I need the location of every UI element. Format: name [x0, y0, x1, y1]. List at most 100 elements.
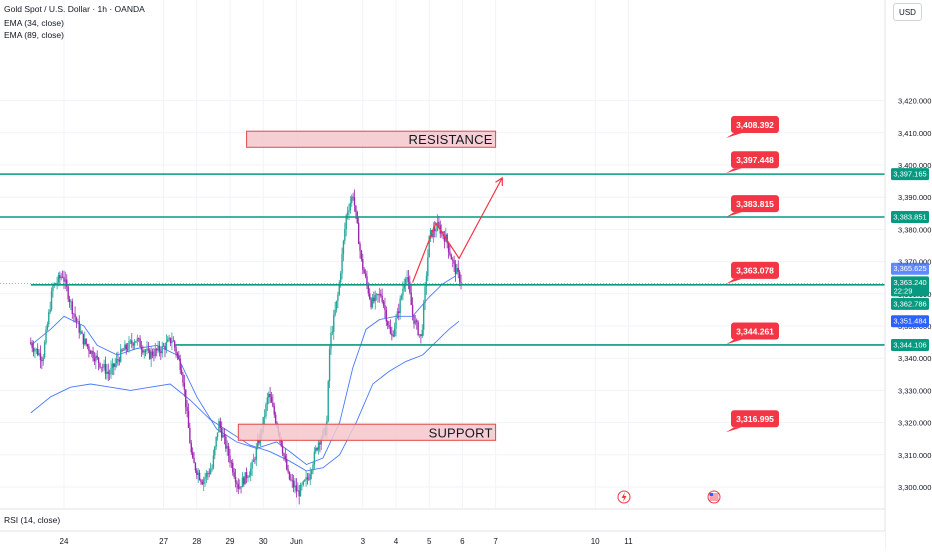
- candle-body: [46, 324, 49, 330]
- callout-text: 3,383.815: [736, 199, 774, 209]
- candle: [305, 470, 307, 487]
- time-tick-label: 27: [159, 537, 168, 546]
- candle-body: [250, 468, 252, 476]
- candle: [319, 440, 321, 453]
- candle-body: [443, 235, 446, 242]
- candle-body: [306, 477, 309, 479]
- candle-body: [232, 462, 234, 473]
- candle-body: [194, 463, 197, 471]
- candle-body: [225, 436, 227, 449]
- candle: [173, 339, 176, 352]
- candle-body: [99, 363, 101, 368]
- candle: [374, 290, 376, 310]
- candle: [313, 446, 316, 469]
- candle-body: [59, 275, 61, 279]
- candle: [140, 340, 143, 357]
- candle-body: [384, 305, 386, 310]
- candle: [155, 347, 158, 357]
- candle: [353, 189, 356, 212]
- candle-body: [281, 445, 284, 454]
- candle: [265, 402, 267, 420]
- candle: [363, 267, 365, 274]
- candle-body: [425, 276, 428, 287]
- ema-34-legend[interactable]: EMA (34, close): [4, 18, 64, 28]
- time-tick-label: 28: [192, 537, 201, 546]
- candle: [111, 358, 114, 375]
- candle: [45, 325, 47, 345]
- candle-body: [81, 331, 83, 334]
- candle: [46, 321, 49, 331]
- candle-body: [398, 311, 400, 314]
- candle: [59, 271, 61, 286]
- candle-body: [393, 328, 396, 337]
- candle-body: [84, 338, 86, 345]
- candle-body: [61, 276, 64, 278]
- candle-body: [407, 277, 410, 282]
- symbol-title[interactable]: Gold Spot / U.S. Dollar · 1h · OANDA: [4, 4, 145, 14]
- callout-pointer: [726, 212, 742, 218]
- candle: [417, 320, 419, 337]
- candle: [106, 364, 108, 380]
- candle-body: [272, 402, 274, 407]
- rsi-legend[interactable]: RSI (14, close): [4, 515, 61, 525]
- callout-box: [731, 151, 779, 169]
- callout-pointer: [726, 427, 742, 433]
- candle: [56, 276, 58, 290]
- candle-body: [341, 254, 343, 274]
- candle-body: [122, 350, 125, 352]
- candle-body: [161, 346, 163, 354]
- candle: [274, 411, 277, 425]
- candle: [92, 346, 94, 362]
- candle-body: [298, 490, 300, 497]
- candle-body: [452, 259, 454, 261]
- candle: [211, 464, 213, 472]
- candle-body: [117, 359, 119, 360]
- candle: [406, 270, 408, 284]
- candle: [388, 320, 390, 329]
- candle-body: [458, 271, 461, 282]
- candle: [176, 351, 179, 361]
- currency-button[interactable]: USD: [893, 3, 922, 21]
- candle: [252, 453, 255, 463]
- candle-body: [140, 347, 143, 350]
- candle-body: [236, 482, 238, 485]
- candle: [185, 389, 187, 415]
- candle: [86, 343, 89, 350]
- ema-89-legend[interactable]: EMA (89, close): [4, 30, 64, 40]
- candle-body: [147, 348, 150, 350]
- candle: [248, 471, 251, 478]
- candle: [396, 307, 399, 319]
- candle: [392, 330, 394, 338]
- candle: [72, 312, 75, 323]
- candle: [371, 293, 374, 309]
- candle: [255, 442, 257, 467]
- candle: [43, 340, 46, 359]
- candle: [150, 346, 152, 367]
- candle-body: [456, 267, 458, 275]
- candle: [90, 350, 93, 358]
- candle: [310, 468, 313, 480]
- candle-body: [115, 359, 118, 364]
- candle-body: [375, 294, 378, 295]
- candle-body: [128, 341, 130, 350]
- candle: [151, 348, 154, 359]
- candle: [205, 470, 208, 484]
- candle-body: [238, 486, 241, 489]
- candle: [182, 371, 184, 387]
- price-axis: 3,300.000 3,310.000 3,320.000 3,330.000 3,34…: [884, 0, 932, 550]
- candle: [454, 259, 457, 282]
- candle: [301, 482, 303, 491]
- zone-label: RESISTANCE: [408, 132, 492, 147]
- candle: [269, 386, 271, 404]
- candle-body: [212, 455, 215, 468]
- candle-body: [450, 255, 453, 260]
- candle-body: [424, 286, 426, 304]
- price-label-box: [891, 315, 929, 328]
- candle-body: [402, 288, 404, 296]
- candle-body: [247, 477, 249, 479]
- candle: [369, 288, 371, 301]
- candle: [327, 379, 329, 423]
- candle-body: [124, 344, 126, 351]
- candle: [438, 215, 440, 228]
